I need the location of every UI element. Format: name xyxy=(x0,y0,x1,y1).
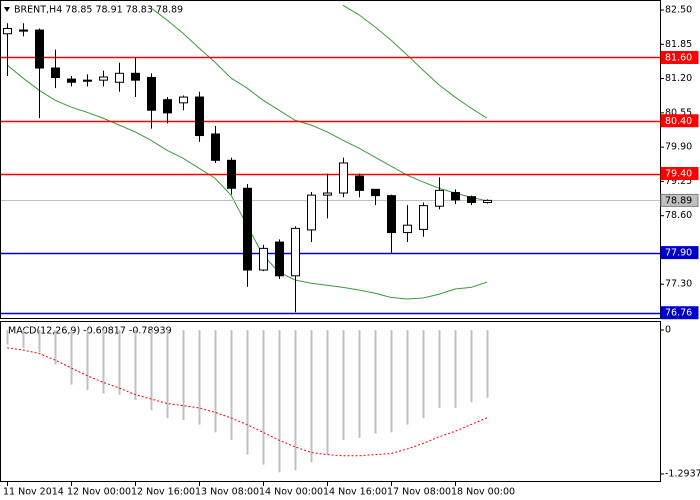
candle-body xyxy=(435,189,444,207)
candle-body xyxy=(403,224,412,234)
y-tick-label: -1.2937 xyxy=(665,468,700,479)
level-label-box xyxy=(660,50,699,64)
candle-body xyxy=(163,99,172,114)
candle-body xyxy=(387,195,396,234)
chart-title: BRENT,H4 78.85 78.91 78.83 78.89 xyxy=(14,5,183,16)
level-label: 77.90 xyxy=(665,248,692,259)
y-tick-label: 81.20 xyxy=(665,73,692,84)
level-label-box xyxy=(660,193,699,207)
candle-body xyxy=(3,27,12,35)
candle-body xyxy=(211,133,220,161)
macd-frame xyxy=(0,321,661,482)
level-label-box xyxy=(660,167,699,181)
candle-body xyxy=(275,241,284,277)
y-tick-label: 79.90 xyxy=(665,142,692,153)
candle-body xyxy=(307,194,316,231)
candle-body xyxy=(483,199,492,204)
candle-body xyxy=(467,196,476,204)
y-tick-label: 78.60 xyxy=(665,210,692,221)
candle-body xyxy=(227,159,236,189)
x-tick-label: 12 Nov 16:00 xyxy=(131,487,195,498)
signal-line xyxy=(6,347,488,457)
y-tick-label: 82.50 xyxy=(665,5,692,16)
candle-body xyxy=(179,96,188,104)
band-line xyxy=(150,7,488,202)
candle-body xyxy=(339,162,348,194)
candle-body xyxy=(371,188,380,197)
level-label-box xyxy=(660,306,699,320)
y-tick-label: 79.25 xyxy=(665,176,692,187)
y-tick-label: 77.30 xyxy=(665,279,692,290)
candle-body xyxy=(51,67,60,79)
candle-body xyxy=(35,29,44,69)
level-label: 80.40 xyxy=(665,116,692,127)
x-tick-label: 17 Nov 08:00 xyxy=(387,487,451,498)
y-tick-label: 0 xyxy=(665,325,671,336)
y-tick-label: 81.85 xyxy=(665,39,692,50)
y-tick-label: 80.55 xyxy=(665,107,692,118)
candle-body xyxy=(83,79,92,82)
level-label-box xyxy=(660,114,699,128)
x-tick-label: 14 Nov 00:00 xyxy=(259,487,323,498)
level-label: 78.89 xyxy=(665,195,692,206)
candle-body xyxy=(195,96,204,137)
candle-body xyxy=(115,72,124,83)
candle-body xyxy=(67,78,76,83)
candle-body xyxy=(291,227,300,277)
candle-body xyxy=(243,187,252,271)
candle-body xyxy=(355,175,364,191)
candle-body xyxy=(451,191,460,201)
macd-title: MACD(12,26,9) -0.60817 -0.78939 xyxy=(8,326,172,337)
level-label: 79.40 xyxy=(665,169,692,180)
level-label-box xyxy=(660,246,699,260)
level-label: 81.60 xyxy=(665,52,692,63)
candle-body xyxy=(19,29,28,32)
x-tick-label: 18 Nov 00:00 xyxy=(451,487,515,498)
level-label: 76.76 xyxy=(665,308,692,319)
x-tick-label: 13 Nov 08:00 xyxy=(195,487,259,498)
x-tick-label: 11 Nov 2014 xyxy=(3,487,64,498)
candle-body xyxy=(99,76,108,81)
candle-body xyxy=(131,72,140,81)
candle-body xyxy=(323,192,332,196)
x-tick-label: 14 Nov 16:00 xyxy=(323,487,387,498)
menu-arrow xyxy=(4,7,10,12)
x-tick-label: 12 Nov 00:00 xyxy=(67,487,131,498)
band-line xyxy=(342,4,488,119)
candle-body xyxy=(259,247,268,271)
marks: 82.50 81.85 81.20 80.55 79.90 79.25 78.60 77.30… xyxy=(1,5,700,498)
candle-body xyxy=(147,77,156,111)
main-frame xyxy=(0,0,661,319)
candle-body xyxy=(419,205,428,230)
